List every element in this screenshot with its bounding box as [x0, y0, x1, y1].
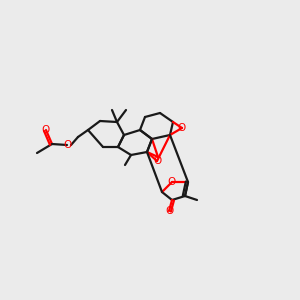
Text: O: O	[153, 156, 161, 166]
Text: O: O	[63, 140, 71, 150]
Text: O: O	[168, 177, 176, 187]
Text: O: O	[178, 123, 186, 133]
Text: O: O	[165, 206, 173, 216]
Text: O: O	[42, 125, 50, 135]
